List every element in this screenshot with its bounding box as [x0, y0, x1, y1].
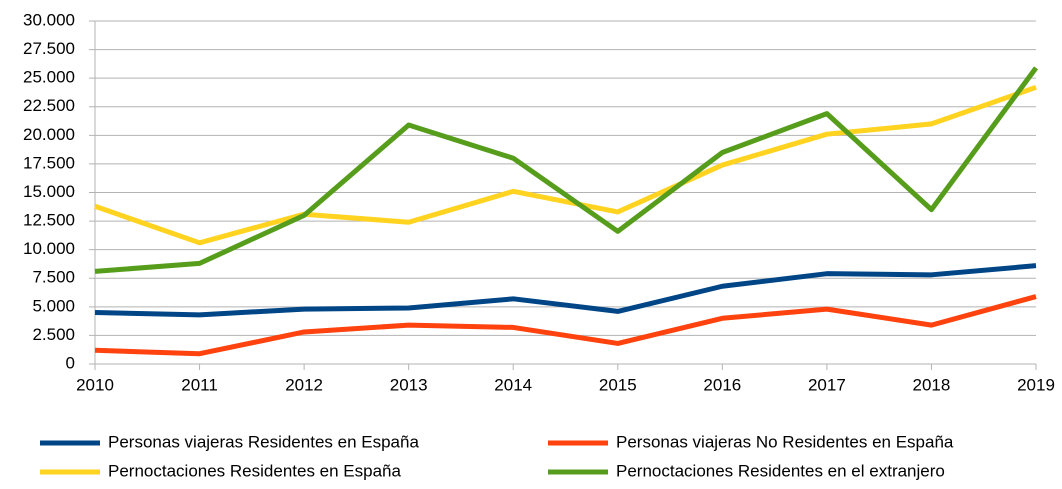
legend-label: Pernoctaciones Residentes en España [108, 461, 402, 480]
x-tick-label: 2016 [703, 375, 741, 394]
y-tick-label: 30.000 [23, 10, 75, 29]
x-tick-label: 2019 [1017, 375, 1055, 394]
y-tick-label: 5.000 [32, 296, 75, 315]
series-line [94, 294, 1037, 357]
x-tick-label: 2018 [913, 375, 951, 394]
y-tick-label: 12.500 [23, 211, 75, 230]
x-tick-label: 2011 [181, 375, 218, 394]
y-tick-label: 25.000 [23, 68, 75, 87]
y-tick-label: 2.500 [32, 325, 75, 344]
x-tick-label: 2010 [76, 375, 114, 394]
legend-label: Pernoctaciones Residentes en el extranje… [616, 461, 945, 480]
legend-label: Personas viajeras No Residentes en Españ… [616, 432, 954, 451]
x-tick-label: 2015 [599, 375, 637, 394]
y-tick-label: 17.500 [23, 153, 75, 172]
x-tick-label: 2013 [390, 375, 428, 394]
x-tick-label: 2012 [285, 375, 323, 394]
x-tick-label: 2017 [808, 375, 846, 394]
series-line [94, 263, 1037, 318]
series-line [94, 66, 1039, 274]
y-tick-label: 10.000 [23, 239, 75, 258]
y-tick-label: 22.500 [23, 96, 75, 115]
legend-label: Personas viajeras Residentes en España [108, 432, 419, 451]
series-line [94, 84, 1037, 246]
y-tick-label: 15.000 [23, 182, 75, 201]
y-tick-label: 20.000 [23, 125, 75, 144]
y-tick-label: 27.500 [23, 39, 75, 58]
y-tick-label: 7.500 [32, 268, 75, 287]
x-tick-label: 2014 [494, 375, 532, 394]
y-tick-label: 0 [66, 353, 75, 372]
